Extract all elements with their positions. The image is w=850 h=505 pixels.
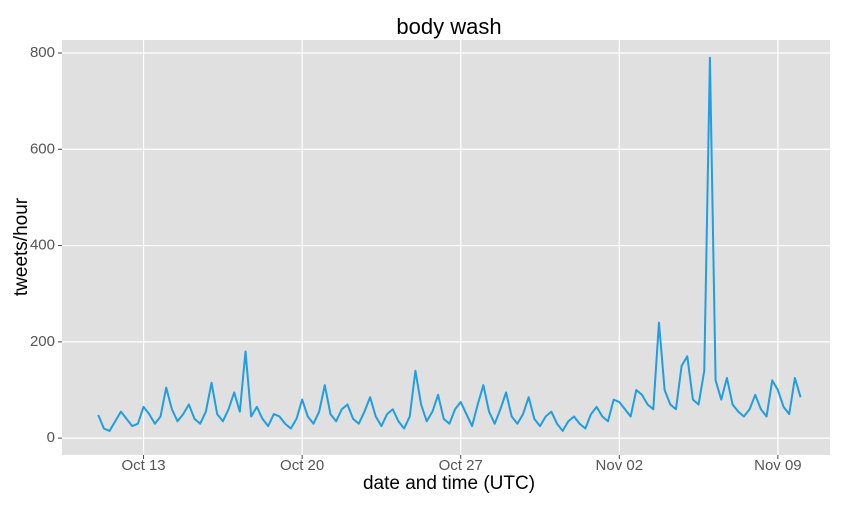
x-axis-label: date and time (UTC) [363,473,535,494]
y-axis-label: tweets/hour [11,197,32,296]
y-tick-label: 400 [30,237,55,254]
y-tick-label: 0 [47,429,55,446]
x-tick-label: Nov 09 [754,457,802,474]
x-tick-label: Oct 27 [439,457,483,474]
data-line [97,56,802,432]
y-tick-label: 200 [30,333,55,350]
chart-title: body wash [396,14,501,39]
y-tick-label: 600 [30,140,55,157]
plot-panel [62,40,830,455]
x-tick-label: Nov 02 [596,457,644,474]
y-tick-label: 800 [30,44,55,61]
x-tick-label: Oct 20 [280,457,324,474]
x-tick-label: Oct 13 [121,457,165,474]
